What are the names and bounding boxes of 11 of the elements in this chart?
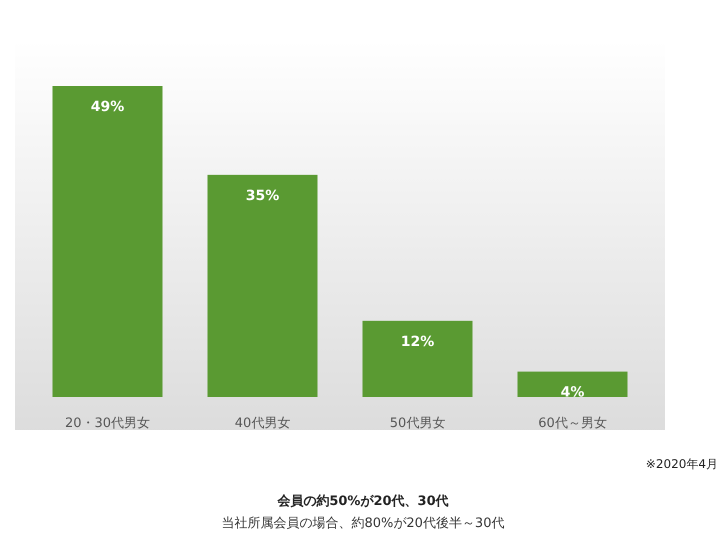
x-tick-label: 20・30代男女 bbox=[64, 416, 150, 431]
x-tick-label: 40代男女 bbox=[234, 416, 290, 431]
text: 当社所属会員の場合、約80%が20代後半～30代 bbox=[222, 516, 504, 531]
x-tick-label: 60代～男女 bbox=[538, 416, 607, 431]
data-label: 35% bbox=[246, 188, 280, 204]
text: 会員の約50%が20代、30代 bbox=[276, 494, 449, 509]
data-label: 4% bbox=[560, 384, 584, 401]
x-tick-label: 50代男女 bbox=[390, 416, 446, 431]
text: ※2020年4月 bbox=[646, 457, 718, 471]
data-label: 12% bbox=[400, 334, 434, 350]
data-label: 49% bbox=[90, 99, 124, 115]
